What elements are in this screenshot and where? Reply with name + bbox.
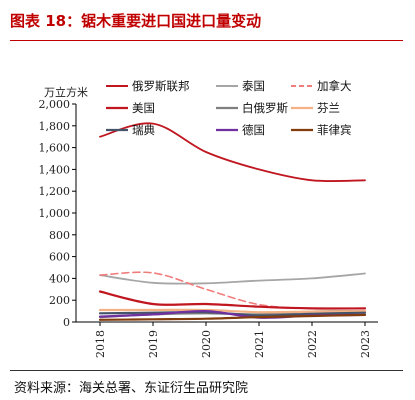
x-tick-label: 2020 <box>200 330 213 358</box>
legend-label: 菲律宾 <box>317 123 352 137</box>
y-tick-label: 1,800 <box>39 120 71 133</box>
x-tick-label: 2021 <box>253 330 266 358</box>
legend-label: 芬兰 <box>317 101 340 115</box>
legend-label: 瑞典 <box>132 123 155 137</box>
chart-title: 图表 18：锯木重要进口国进口量变动 <box>10 12 262 30</box>
legend-label: 美国 <box>132 101 155 115</box>
series-line-9 <box>98 313 367 321</box>
source-rule <box>10 370 403 371</box>
y-tick-label: 1,000 <box>39 207 71 220</box>
series-line-1 <box>99 122 366 182</box>
legend-label: 白俄罗斯 <box>242 101 288 115</box>
y-tick-label: 0 <box>63 316 70 329</box>
y-tick-label: 1,600 <box>39 142 71 155</box>
legend-label: 加拿大 <box>317 79 352 93</box>
series-lines <box>98 122 367 321</box>
title-rule <box>10 40 403 41</box>
source-note: 资料来源：海关总署、东证衍生品研究院 <box>14 381 249 396</box>
series-line-2 <box>99 272 366 285</box>
series-line-4 <box>98 290 367 310</box>
y-tick-label: 800 <box>49 229 70 242</box>
legend-label: 泰国 <box>242 79 265 93</box>
x-tick-label: 2023 <box>359 330 372 358</box>
y-tick-label: 2,000 <box>39 98 71 111</box>
legend-label: 德国 <box>242 123 265 137</box>
x-tick-label: 2022 <box>306 330 319 358</box>
y-tick-label: 600 <box>49 251 70 264</box>
y-tick-label: 1,400 <box>39 163 71 176</box>
y-axis: 0 200 400 600 800 1,000 1,200 1,400 1,600 1,800 2,… <box>39 98 77 329</box>
y-axis-label: 万立方米 <box>44 85 88 99</box>
x-axis: 2018 2019 2020 2021 2022 2023 <box>76 321 378 358</box>
legend-label: 俄罗斯联邦 <box>132 79 190 93</box>
x-tick-label: 2019 <box>147 330 160 358</box>
y-tick-label: 1,200 <box>39 185 71 198</box>
y-tick-label: 400 <box>49 272 70 285</box>
y-tick-label: 200 <box>49 294 70 307</box>
x-tick-label: 2018 <box>94 330 107 358</box>
series-line-6 <box>98 308 367 314</box>
